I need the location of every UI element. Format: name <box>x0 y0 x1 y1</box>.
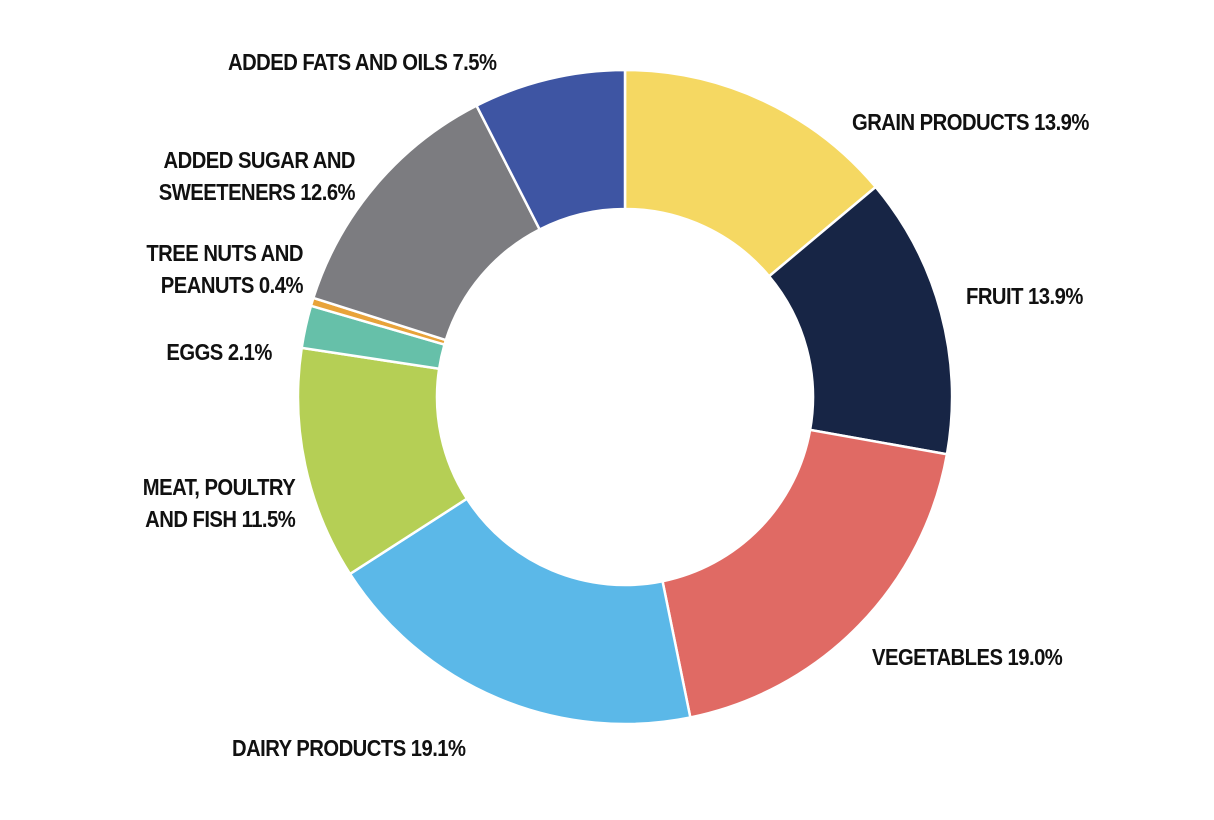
slice-dairy-products <box>348 497 692 726</box>
label-meat: MEAT, POULTRY AND FISH 11.5% <box>142 471 296 535</box>
slice-vegetables <box>661 428 949 719</box>
label-tree-nuts-line1: TREE NUTS AND <box>146 240 303 266</box>
label-eggs: EGGS 2.1% <box>166 339 272 365</box>
label-grain-products: GRAIN PRODUCTS 13.9% <box>852 109 1089 135</box>
label-added-fats: ADDED FATS AND OILS 7.5% <box>228 49 497 75</box>
label-added-sugar: ADDED SUGAR AND SWEETENERS 12.6% <box>158 144 356 208</box>
label-meat-line1: MEAT, POULTRY <box>142 474 296 500</box>
label-tree-nuts: TREE NUTS AND PEANUTS 0.4% <box>146 237 303 301</box>
label-added-sugar-line2: SWEETENERS 12.6% <box>158 179 356 205</box>
label-fruit: FRUIT 13.9% <box>966 283 1083 309</box>
label-tree-nuts-line2: PEANUTS 0.4% <box>160 272 304 298</box>
label-meat-line2: AND FISH 11.5% <box>144 506 296 532</box>
slice-added-fats-and-oils <box>474 68 627 232</box>
label-vegetables: VEGETABLES 19.0% <box>872 644 1063 670</box>
label-added-sugar-line1: ADDED SUGAR AND <box>163 147 356 173</box>
label-dairy-products: DAIRY PRODUCTS 19.1% <box>232 735 466 761</box>
